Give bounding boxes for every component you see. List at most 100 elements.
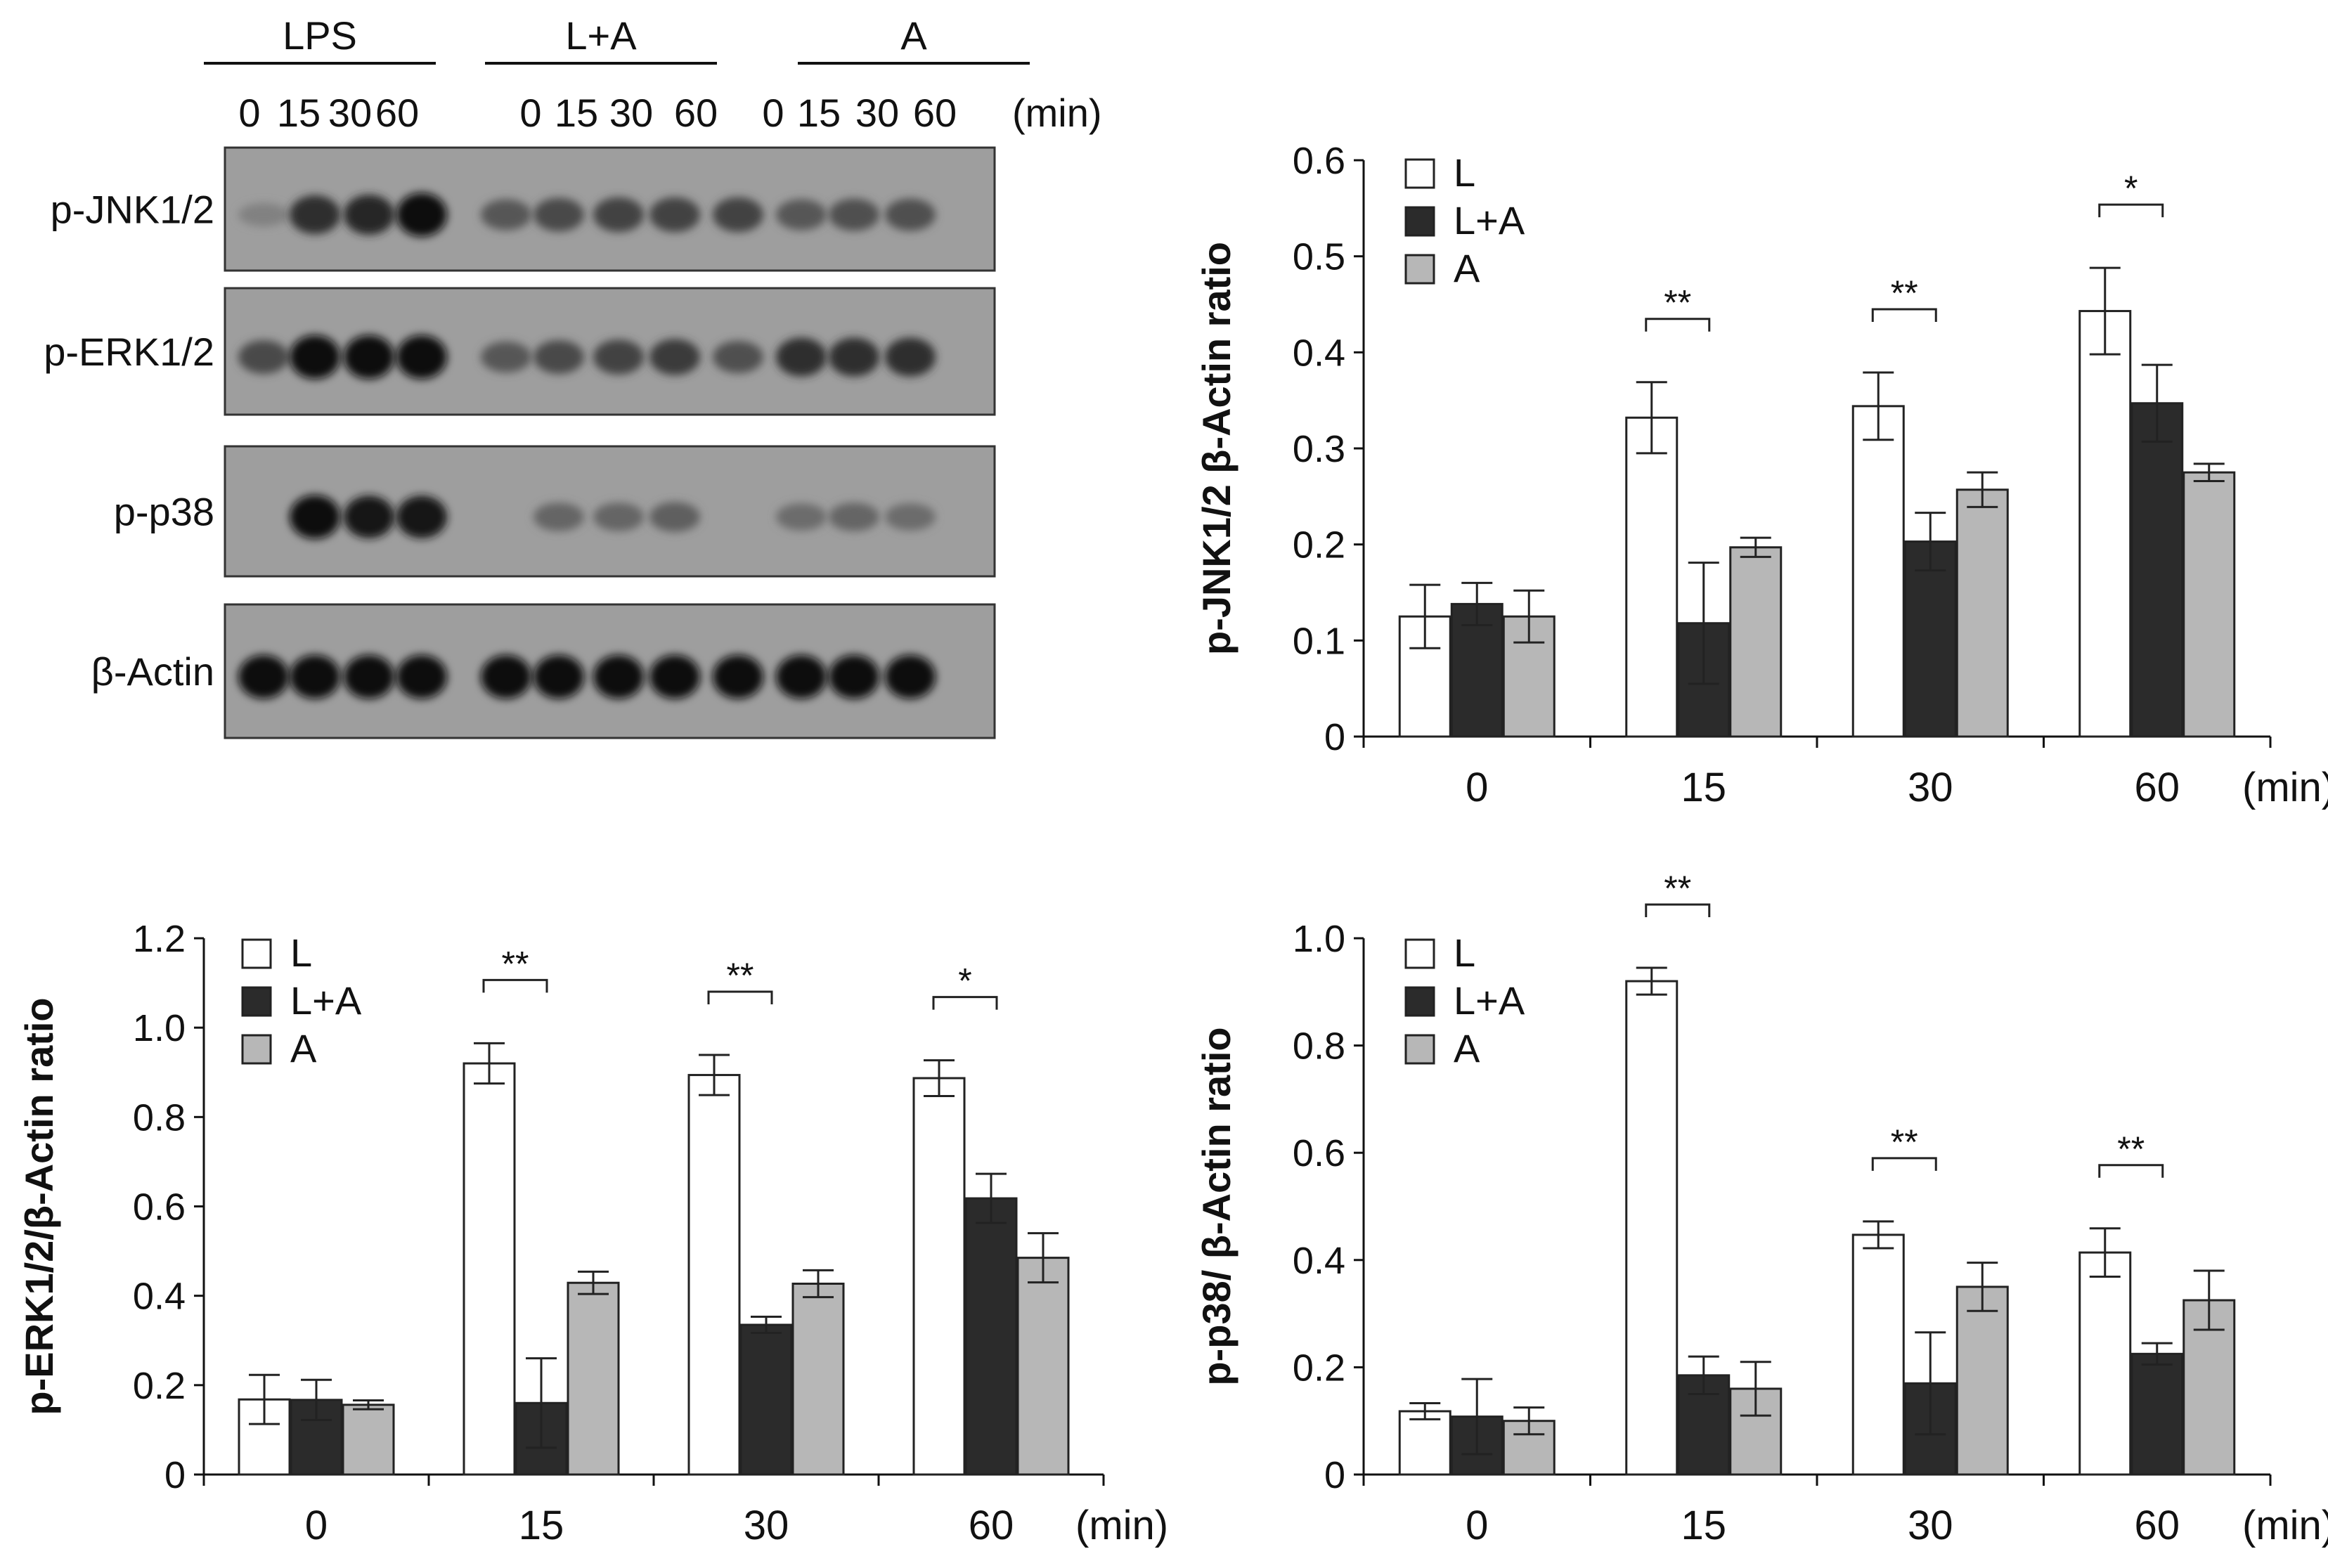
y-tick-label: 0.3: [1293, 428, 1345, 470]
blot-band: [713, 197, 763, 233]
y-tick-label: 0.4: [133, 1276, 186, 1318]
legend-swatch-l-a: [1404, 986, 1435, 1017]
blot-band: [829, 198, 879, 231]
blot-lane-label: 30: [328, 91, 372, 135]
blot-group-label-l-a: L+A: [565, 13, 637, 58]
blot-band: [649, 502, 700, 532]
y-tick-label: 0.6: [1293, 140, 1345, 182]
blot-group-label-lps: LPS: [283, 13, 357, 58]
bar-l-15: [1625, 416, 1679, 738]
bar-a-0: [342, 1404, 395, 1476]
x-tick-label: 30: [744, 1503, 789, 1548]
blot-lane-label: 15: [797, 91, 841, 135]
y-tick-label: 0.5: [1293, 236, 1345, 278]
blot-band: [238, 654, 289, 699]
significance-bracket: [1871, 1157, 1937, 1171]
blot-lane-label: 0: [762, 91, 784, 135]
blot-band: [481, 341, 531, 373]
legend-label-a: A: [1454, 246, 1480, 290]
blot-band: [481, 199, 531, 231]
blot-band: [396, 193, 447, 237]
significance-bracket: [2098, 203, 2164, 218]
blot-band: [344, 654, 394, 699]
significance-label: **: [1664, 869, 1691, 908]
legend-swatch-a: [1404, 1034, 1435, 1065]
y-tick-label: 1.0: [1293, 918, 1345, 960]
significance-label: **: [1891, 273, 1918, 313]
y-axis-title: p-p38/ β-Actin ratio: [1194, 1027, 1239, 1385]
significance-bracket: [1645, 903, 1711, 917]
blot-band: [776, 337, 827, 377]
y-tick-label: 1.0: [133, 1007, 186, 1049]
y-axis-title: p-ERK1/2/β-Actin ratio: [17, 997, 61, 1415]
blot-band: [885, 198, 936, 231]
bar-l-0: [1398, 1410, 1451, 1476]
y-tick-label: 0.2: [1293, 524, 1345, 566]
bar-l-a-30: [1903, 540, 1957, 738]
significance-bracket: [932, 996, 998, 1010]
legend-swatch-a: [1404, 254, 1435, 285]
significance-label: *: [958, 961, 971, 1001]
blot-band: [344, 335, 394, 380]
blot-band: [534, 197, 584, 232]
y-tick-label: 0.4: [1293, 1240, 1345, 1282]
y-tick-label: 0.1: [1293, 620, 1345, 662]
x-unit-label: (min): [1075, 1503, 1168, 1548]
blot-row-label-p-jnk1-2: p-JNK1/2: [51, 188, 214, 232]
bar-l-30: [687, 1074, 741, 1476]
blot-band: [593, 339, 644, 375]
significance-bracket: [482, 978, 548, 993]
legend-swatch-l: [1404, 938, 1435, 969]
y-tick-label: 0: [164, 1454, 186, 1496]
blot-band: [396, 335, 447, 380]
western-blot-panel: LPS L+A A0 15 30 60 0 15 30 60 0 15 30 60 (min)p-JNK1/…: [44, 13, 1102, 739]
significance-label: **: [1891, 1122, 1918, 1162]
y-axis-title: p-JNK1/2 β-Actin ratio: [1194, 242, 1239, 655]
x-tick-label: 15: [1681, 765, 1726, 810]
y-tick-label: 1.2: [133, 918, 186, 960]
blot-band: [885, 337, 936, 377]
x-tick-label: 30: [1908, 1503, 1953, 1548]
y-tick-label: 0.8: [133, 1096, 186, 1139]
blot-row-label-p-p38: p-p38: [114, 490, 214, 534]
bar-l-a-30: [739, 1323, 793, 1476]
blot-band: [290, 654, 340, 699]
erk-ratio-chart: 0 0.2 0.4 0.6 0.8 1.0 1.2 0 15 30 60 (min) p-ERK1/2/…: [17, 918, 1168, 1548]
jnk-ratio-chart: 0 0.1 0.2 0.3 0.4 0.5 0.6 0 15 30 60 (min) p-JNK1/2 …: [1194, 140, 2328, 810]
blot-band: [290, 495, 340, 539]
blot-band: [829, 337, 879, 377]
blot-band: [534, 340, 584, 374]
legend-swatch-l: [241, 938, 272, 969]
blot-band: [534, 503, 584, 531]
x-unit-label: (min): [2242, 765, 2328, 810]
x-tick-label: 60: [969, 1503, 1014, 1548]
blot-band: [713, 341, 763, 373]
y-tick-label: 0: [1324, 716, 1345, 758]
blot-row-label-p-erk1-2: p-ERK1/2: [44, 330, 214, 374]
legend-label-l-a: L+A: [1454, 198, 1525, 242]
legend-label-l: L: [1454, 150, 1475, 195]
blot-lane-label: 30: [855, 91, 899, 135]
blot-band: [593, 197, 644, 233]
x-tick-label: 30: [1908, 765, 1953, 810]
significance-label: **: [1664, 283, 1691, 323]
blot-band: [829, 654, 879, 699]
blot-lane-label: 0: [238, 91, 260, 135]
blot-band: [885, 503, 936, 531]
x-unit-label: (min): [2242, 1503, 2328, 1548]
x-tick-label: 0: [1466, 765, 1488, 810]
blot-band: [238, 202, 289, 227]
bar-a-60: [2182, 471, 2236, 738]
bar-a-15: [567, 1281, 620, 1476]
bar-l-60: [2078, 1251, 2132, 1476]
blot-lane-label: 15: [277, 91, 321, 135]
blot-lane-label: 0: [519, 91, 541, 135]
bar-l-a-60: [2130, 1352, 2184, 1476]
x-tick-label: 60: [2134, 1503, 2180, 1548]
y-tick-label: 0.2: [133, 1365, 186, 1407]
blot-band: [649, 339, 700, 375]
blot-band: [829, 503, 879, 531]
bar-a-30: [1955, 488, 2009, 738]
significance-label: **: [502, 944, 529, 983]
bar-l-a-60: [2130, 402, 2184, 738]
